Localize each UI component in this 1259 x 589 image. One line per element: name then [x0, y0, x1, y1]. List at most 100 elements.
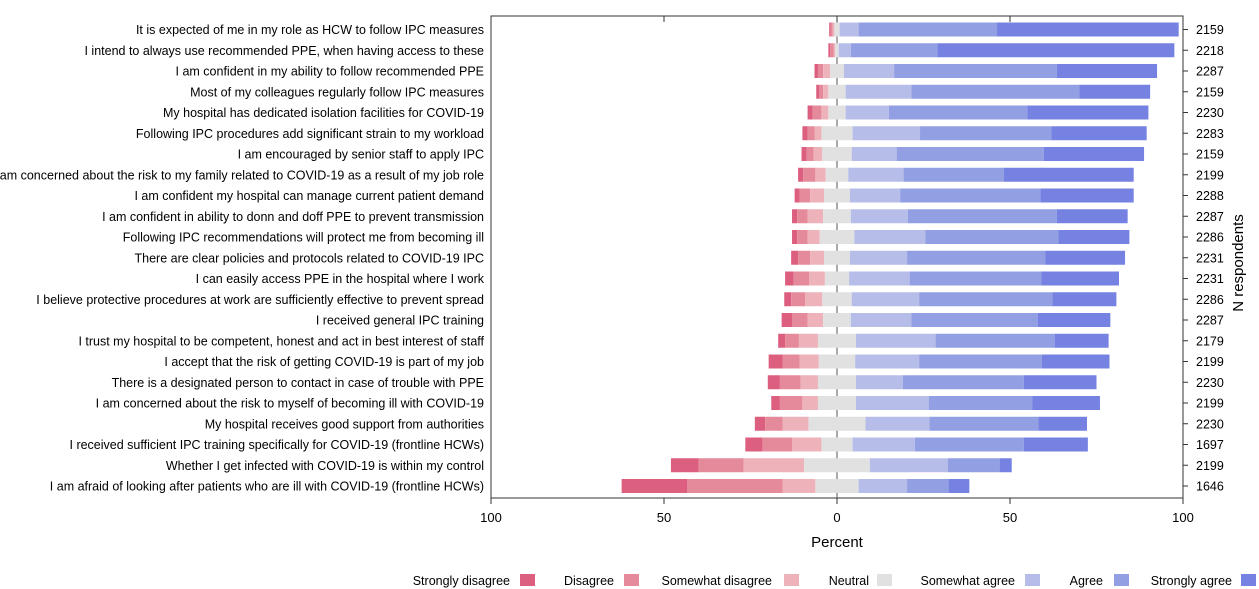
bar-segment-disagree: [765, 416, 783, 431]
bar-segment-somewhat-agree: [858, 479, 908, 493]
n-respondents-label: 2286: [1196, 293, 1224, 307]
bar-segment-neutral: [818, 354, 856, 369]
bar-segment-agree: [914, 437, 1024, 452]
category-label: My hospital receives good support from a…: [205, 417, 484, 431]
bar-segment-somewhat-disagree: [810, 250, 825, 265]
bar-segment-disagree: [812, 105, 822, 120]
bar-segment-strongly-agree: [1043, 147, 1145, 161]
bar-segment-agree: [928, 396, 1033, 410]
n-respondents-label: 2199: [1196, 168, 1224, 182]
legend-label: Strongly disagree: [413, 574, 510, 588]
category-label: My hospital has dedicated isolation faci…: [163, 106, 484, 120]
bar-segment-strongly-agree: [1056, 64, 1158, 78]
bar-segment-strongly-agree: [1054, 333, 1109, 348]
bar-segment-somewhat-disagree: [743, 458, 805, 473]
bar-segment-agree: [888, 105, 1028, 120]
bar-segment-strongly-agree: [1038, 416, 1087, 431]
bar-segment-strongly-disagree: [801, 147, 807, 161]
bar-segment-somewhat-disagree: [807, 230, 820, 244]
bar-segment-somewhat-disagree: [832, 22, 835, 37]
bar-segment-neutral: [824, 271, 850, 286]
bar-segment-somewhat-disagree: [807, 313, 824, 327]
bar-segment-neutral: [821, 126, 853, 141]
legend-label: Neutral: [829, 574, 869, 588]
bar-segment-strongly-agree: [1003, 167, 1134, 182]
bar-segment-agree: [919, 354, 1042, 369]
n-respondents-label: 2231: [1196, 272, 1224, 286]
category-label: I am confident in ability to donn and do…: [102, 210, 484, 224]
bar-segment-strongly-disagree: [829, 22, 831, 37]
bar-segment-agree: [902, 375, 1024, 390]
bar-segment-disagree: [803, 167, 816, 182]
bar-segment-strongly-agree: [1023, 375, 1097, 390]
bar-segment-strongly-disagree: [814, 64, 818, 78]
bar-segment-somewhat-agree: [869, 458, 948, 473]
bar-segment-neutral: [821, 437, 853, 452]
bar-segment-neutral: [817, 333, 857, 348]
bar-segment-somewhat-disagree: [798, 333, 818, 348]
category-label: I am concerned about the risk to myself …: [96, 397, 484, 411]
category-label: I am afraid of looking after patients wh…: [50, 480, 484, 494]
n-respondents-label: 2230: [1196, 376, 1224, 390]
bar-segment-strongly-disagree: [785, 271, 794, 286]
legend-swatch: [1025, 574, 1040, 586]
legend-label: Disagree: [564, 574, 614, 588]
category-label: I trust my hospital to be competent, hon…: [78, 334, 484, 348]
bar-segment-strongly-agree: [1056, 209, 1128, 224]
bar-segment-neutral: [822, 147, 852, 161]
bar-segment-strongly-disagree: [791, 250, 799, 265]
category-label: I believe protective procedures at work …: [36, 293, 484, 307]
bar-segment-neutral: [835, 43, 839, 58]
n-respondents-label: 2199: [1196, 355, 1224, 369]
bar-segment-strongly-disagree: [807, 105, 813, 120]
bar-segment-disagree: [687, 479, 783, 493]
n-respondent-labels: 2159 2218 2287 2159 2230 2283 2159 2199 2288 2287…: [1183, 23, 1224, 494]
legend-swatch: [520, 574, 535, 586]
n-respondents-label: 2159: [1196, 23, 1224, 37]
bar-segment-strongly-agree: [948, 479, 970, 493]
right-axis-title: N respondents: [1230, 214, 1247, 312]
bar-segment-agree: [894, 64, 1057, 78]
legend-swatch: [877, 574, 892, 586]
bar-segment-strongly-disagree: [771, 396, 780, 410]
bar-segment-somewhat-disagree: [799, 354, 819, 369]
bar-segment-strongly-agree: [1042, 354, 1110, 369]
bar-segment-somewhat-disagree: [821, 105, 829, 120]
bar-segment-strongly-disagree: [828, 43, 831, 58]
bar-segment-neutral: [823, 209, 851, 224]
x-axis-ticks: 100 50 0 50 100: [480, 16, 1194, 525]
bar-segment-disagree: [817, 64, 824, 78]
category-label: I accept that the risk of getting COVID-…: [164, 355, 484, 369]
bar-segment-strongly-disagree: [816, 84, 820, 99]
bar-segment-somewhat-agree: [843, 64, 895, 78]
bar-segment-strongly-agree: [1037, 313, 1111, 327]
category-label: I received sufficient IPC training speci…: [70, 438, 485, 452]
bar-segment-disagree: [830, 22, 833, 37]
bar-segment-strongly-agree: [937, 43, 1175, 58]
n-respondents-label: 1646: [1196, 480, 1224, 494]
n-respondents-label: 2230: [1196, 106, 1224, 120]
legend-swatch: [1241, 574, 1256, 586]
n-respondents-label: 2287: [1196, 314, 1224, 328]
bar-segment-disagree: [779, 396, 803, 410]
bar-segment-neutral: [808, 416, 866, 431]
legend-swatch: [1114, 574, 1129, 586]
bar-segment-disagree: [779, 375, 801, 390]
bar-segment-strongly-agree: [1079, 84, 1151, 99]
bar-segment-agree: [909, 271, 1042, 286]
bar-segment-agree: [911, 84, 1080, 99]
category-label: There are clear policies and protocols r…: [135, 251, 484, 265]
bar-segment-neutral: [824, 188, 850, 203]
n-respondents-label: 2288: [1196, 189, 1224, 203]
bar-segment-strongly-disagree: [798, 167, 804, 182]
bar-segment-strongly-agree: [1058, 230, 1130, 244]
category-label: Most of my colleagues regularly follow I…: [190, 85, 484, 99]
bar-segment-strongly-agree: [1040, 188, 1134, 203]
bar-segment-disagree: [782, 354, 800, 369]
bar-segment-strongly-agree: [1052, 292, 1117, 307]
bar-segment-disagree: [819, 84, 824, 99]
n-respondents-label: 2231: [1196, 251, 1224, 265]
bar-segment-somewhat-agree: [838, 43, 851, 58]
legend-label: Somewhat disagree: [662, 574, 773, 588]
bar-segment-somewhat-agree: [849, 271, 910, 286]
